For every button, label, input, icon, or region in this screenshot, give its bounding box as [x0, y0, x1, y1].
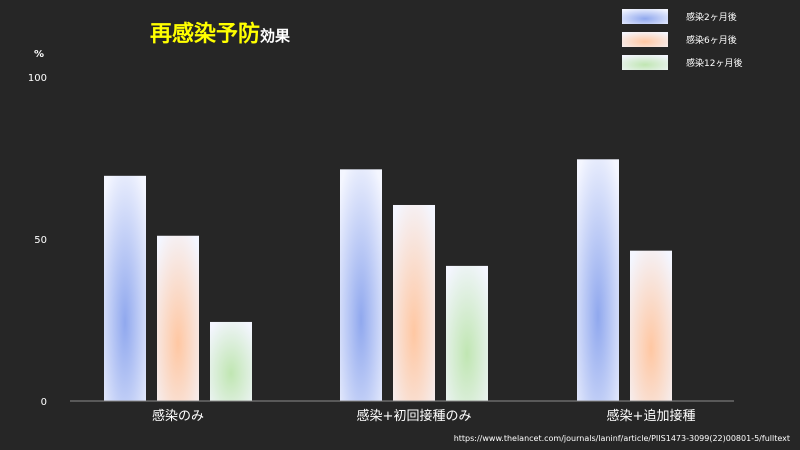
chart-title-sub: 効果: [260, 27, 291, 45]
legend-label: 感染6ヶ月後: [686, 34, 737, 46]
bar-1-series-2: [157, 235, 199, 401]
y-tick-label: 50: [34, 235, 47, 246]
bar-1-series-3: [210, 321, 252, 401]
source-url: https://www.thelancet.com/journals/lanin…: [453, 434, 790, 443]
x-tick-label: 感染のみ: [152, 408, 204, 424]
legend-swatch: [622, 9, 668, 24]
bar-2-series-1: [340, 169, 382, 401]
chart-title-main: 再感染予防: [150, 22, 261, 47]
legend-swatch: [622, 32, 668, 47]
y-tick-label: 100: [28, 73, 47, 84]
legend-swatch: [622, 55, 668, 70]
bar-1-series-1: [104, 175, 146, 401]
chart-title: 再感染予防効果: [150, 24, 290, 46]
y-tick-labels: 0 50 100: [28, 73, 47, 408]
x-tick-label: 感染+初回接種のみ: [357, 408, 472, 424]
bar-3-series-1: [577, 159, 619, 401]
legend-label: 感染2ヶ月後: [686, 11, 737, 23]
bar-2-series-2: [393, 204, 435, 401]
legend-label: 感染12ヶ月後: [686, 57, 742, 69]
y-unit-label: %: [34, 49, 45, 60]
y-tick-label: 0: [41, 397, 47, 408]
x-tick-labels: 感染のみ 感染+初回接種のみ 感染+追加接種: [152, 408, 695, 424]
bar-2-series-3: [446, 265, 488, 401]
bars-layer: [104, 159, 672, 401]
bar-3-series-2: [630, 250, 672, 401]
x-tick-label: 感染+追加接種: [607, 408, 696, 424]
